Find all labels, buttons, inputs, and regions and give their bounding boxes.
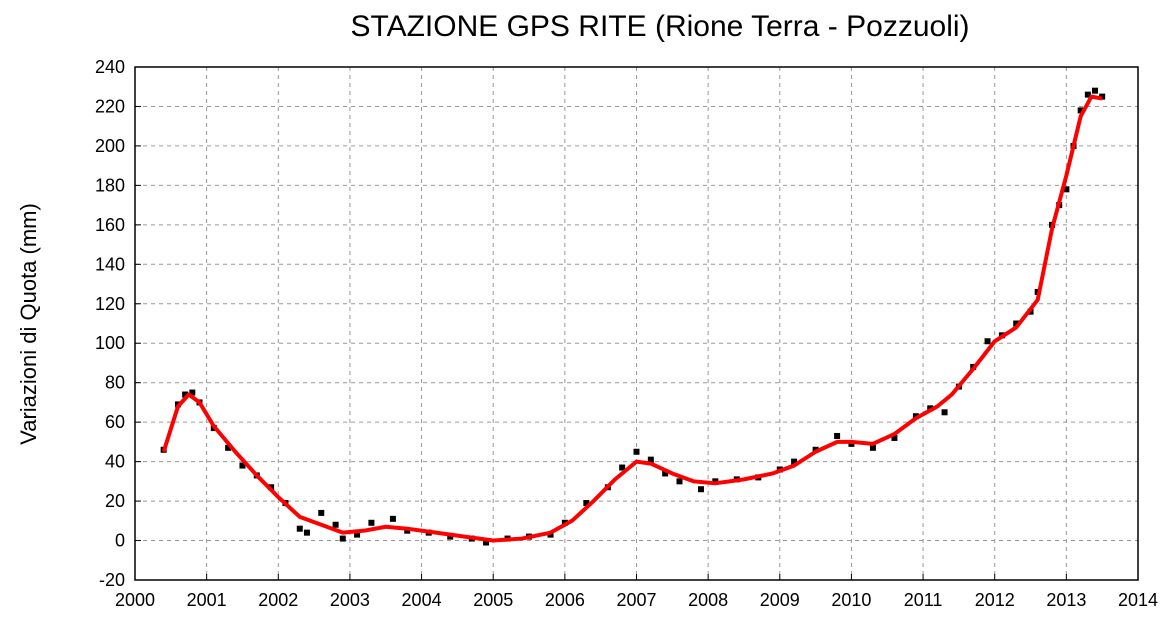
data-point (941, 409, 948, 416)
x-tick-label: 2014 (1118, 590, 1158, 610)
data-point (368, 519, 375, 526)
data-point (483, 539, 490, 546)
x-tick-label: 2004 (402, 590, 442, 610)
data-point (662, 470, 669, 477)
y-tick-label: -20 (99, 570, 125, 590)
x-tick-label: 2002 (258, 590, 298, 610)
y-tick-label: 0 (115, 531, 125, 551)
data-point (332, 521, 339, 528)
data-point (303, 529, 310, 536)
data-point (791, 458, 798, 465)
x-tick-label: 2009 (760, 590, 800, 610)
data-point (633, 448, 640, 455)
data-point (225, 444, 232, 451)
y-tick-label: 80 (105, 373, 125, 393)
y-tick-label: 160 (95, 215, 125, 235)
data-point (1013, 320, 1020, 327)
y-tick-label: 60 (105, 412, 125, 432)
x-tick-label: 2008 (688, 590, 728, 610)
data-point (676, 478, 683, 485)
y-tick-label: 200 (95, 136, 125, 156)
chart-title: STAZIONE GPS RITE (Rione Terra - Pozzuol… (350, 10, 969, 43)
y-tick-label: 20 (105, 491, 125, 511)
plot-frame (134, 66, 1139, 581)
y-tick-label: 180 (95, 175, 125, 195)
data-point (984, 338, 991, 345)
data-point (834, 432, 841, 439)
data-point (619, 464, 626, 471)
x-tick-label: 2007 (616, 590, 656, 610)
y-tick-label: 240 (95, 57, 125, 77)
x-tick-label: 2000 (115, 590, 155, 610)
data-point (318, 509, 325, 516)
x-tick-label: 2001 (187, 590, 227, 610)
data-point (583, 500, 590, 507)
data-point (354, 531, 361, 538)
data-point (1077, 107, 1084, 114)
data-point (1092, 87, 1099, 94)
x-tick-label: 2013 (1046, 590, 1086, 610)
data-point (239, 462, 246, 469)
fit-line (161, 94, 1103, 543)
x-tick-label: 2003 (330, 590, 370, 610)
y-tick-label: 100 (95, 333, 125, 353)
data-point (697, 486, 704, 493)
data-point (389, 515, 396, 522)
data-point (869, 444, 876, 451)
y-tick-label: 140 (95, 254, 125, 274)
data-point (296, 525, 303, 532)
data-point (182, 391, 189, 398)
data-point (1063, 186, 1070, 193)
data-point (891, 434, 898, 441)
x-tick-label: 2005 (473, 590, 513, 610)
y-axis-label: Variazioni di Quota (mm) (16, 203, 41, 445)
y-tick-label: 220 (95, 96, 125, 116)
y-tick-label: 40 (105, 452, 125, 472)
data-point (189, 389, 196, 396)
x-tick-label: 2011 (904, 590, 943, 610)
data-point (339, 535, 346, 542)
y-tick-label: 120 (95, 294, 125, 314)
data-point (647, 456, 654, 463)
x-tick-label: 2006 (545, 590, 585, 610)
x-tick-label: 2010 (831, 590, 871, 610)
x-tick-label: 2012 (975, 590, 1015, 610)
data-point (1084, 91, 1091, 98)
